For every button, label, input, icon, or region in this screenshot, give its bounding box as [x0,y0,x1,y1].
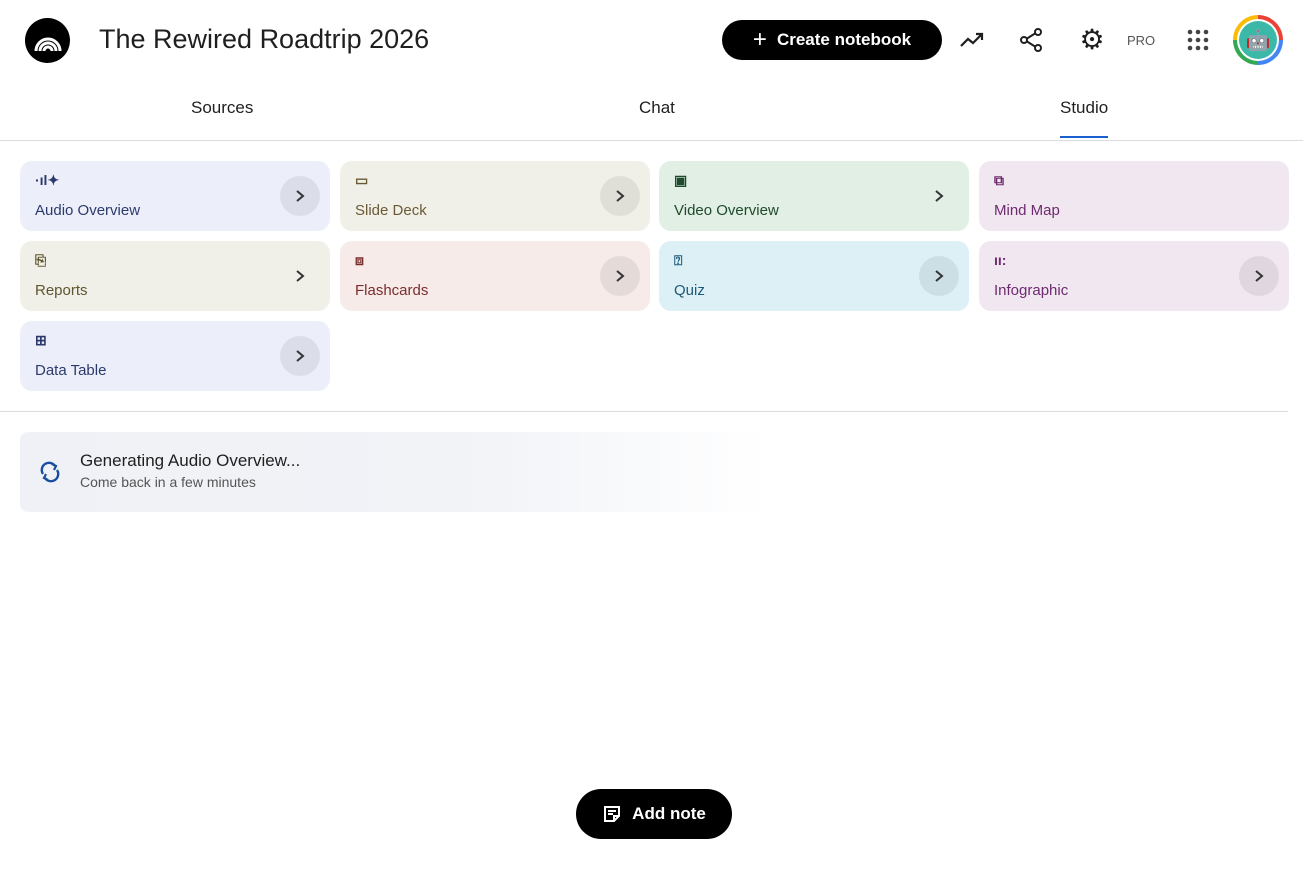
create-notebook-label: Create notebook [776,30,912,49]
chevron-right-icon[interactable] [280,176,320,216]
analytics-trend-icon[interactable] [958,26,986,54]
robot-avatar-icon: 🤖 [1239,21,1277,59]
chevron-right-icon[interactable] [280,256,320,296]
settings-gear-icon[interactable]: ⚙ [1079,24,1105,55]
studio-card-flashcards[interactable]: ⧈ Flashcards [340,241,650,311]
tab-sources[interactable]: Sources [191,98,254,117]
share-icon[interactable] [1017,26,1045,54]
app-logo[interactable] [25,18,70,63]
chevron-right-icon[interactable] [600,176,640,216]
studio-card-quiz[interactable]: ⍰ Quiz [659,241,969,311]
notebook-title[interactable]: The Rewired Roadtrip 2026 [99,24,430,54]
note-icon [604,806,621,822]
generating-audio-overview-item: Generating Audio Overview... Come back i… [20,432,770,512]
add-note-label: Add note [632,804,706,823]
flashcards-icon: ⧈ [355,252,364,268]
account-avatar[interactable]: 🤖 [1233,15,1283,65]
create-notebook-button[interactable]: + Create notebook [722,20,942,60]
studio-card-label: Mind Map [994,202,1060,219]
studio-card-data-table[interactable]: ⊞ Data Table [20,321,330,391]
studio-card-audio-overview[interactable]: ·ıl✦ Audio Overview [20,161,330,231]
plus-icon: + [752,26,767,53]
reports-icon: ⎘ [35,252,47,268]
audio-sparkle-icon: ·ıl✦ [35,172,60,188]
tab-chat[interactable]: Chat [639,98,675,117]
studio-card-label: Slide Deck [355,202,427,219]
chevron-right-icon[interactable] [919,176,959,216]
add-note-button[interactable]: Add note [576,789,732,839]
generating-title: Generating Audio Overview... [80,451,301,470]
pro-badge: PRO [1127,33,1156,48]
chevron-right-icon[interactable] [280,336,320,376]
studio-card-label: Flashcards [355,282,429,299]
tab-studio[interactable]: Studio [1060,98,1109,138]
divider [0,411,1288,412]
studio-card-label: Quiz [674,282,705,299]
studio-card-infographic[interactable]: ıı: Infographic [979,241,1289,311]
studio-card-label: Audio Overview [35,202,141,219]
video-icon: ▣ [674,172,688,188]
studio-card-label: Reports [35,282,88,299]
chevron-right-icon[interactable] [1239,256,1279,296]
generating-subtitle: Come back in a few minutes [80,474,256,490]
chevron-right-icon[interactable] [600,256,640,296]
slide-deck-icon: ▭ [355,172,369,188]
chevron-right-icon[interactable] [919,256,959,296]
quiz-icon: ⍰ [674,252,683,268]
studio-card-mind-map[interactable]: ⧉ Mind Map [979,161,1289,231]
main-tabs: Sources Chat Studio [0,88,1303,141]
studio-card-slide-deck[interactable]: ▭ Slide Deck [340,161,650,231]
studio-card-video-overview[interactable]: ▣ Video Overview [659,161,969,231]
infographic-icon: ıı: [994,252,1007,268]
sync-icon [40,461,60,483]
mind-map-icon: ⧉ [994,172,1004,188]
studio-card-reports[interactable]: ⎘ Reports [20,241,330,311]
studio-card-label: Video Overview [674,202,779,219]
studio-card-label: Infographic [994,282,1069,299]
studio-card-label: Data Table [35,362,107,379]
apps-grid-icon[interactable] [1184,26,1212,54]
data-table-icon: ⊞ [35,332,47,348]
logo-icon [34,37,61,51]
